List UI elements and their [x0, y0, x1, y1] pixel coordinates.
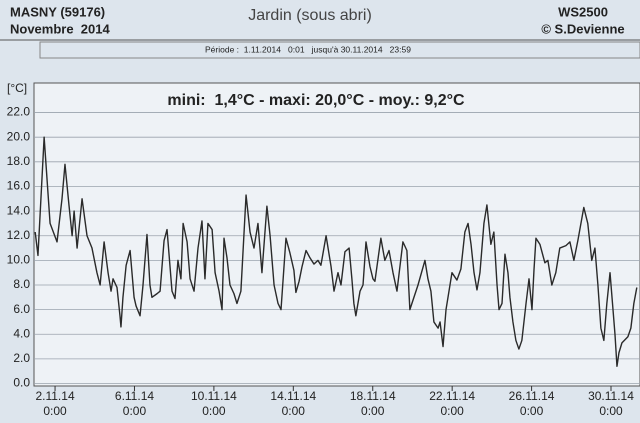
- x-tick-label: 26.11.14 0:00: [508, 389, 555, 418]
- period-box: [39, 41, 640, 59]
- y-tick-label: 22.0: [7, 105, 31, 119]
- month: Novembre 2014: [10, 21, 110, 36]
- plot-area: [33, 82, 640, 387]
- x-tick-label: 6.11.14 0:00: [114, 389, 155, 418]
- y-tick-label: 4.0: [13, 326, 30, 340]
- temperature-line: [34, 136, 638, 367]
- x-tick-label: 14.11.14 0:00: [270, 389, 317, 418]
- chart-subtitle: Période : 1.11.2014 0:01 jusqu'à 30.11.2…: [205, 44, 411, 54]
- y-axis-label: [°C]: [7, 81, 27, 95]
- x-tick-label: 30.11.14 0:00: [588, 389, 634, 418]
- x-tick-label: 18.11.14 0:00: [349, 389, 396, 418]
- annotation: mini: 1,4°C - maxi: 20,0°C - moy.: 9,2°C: [167, 92, 465, 109]
- y-tick-label: 10.0: [7, 253, 31, 267]
- x-tick-label: 2.11.14 0:00: [35, 389, 75, 418]
- chart-title: Jardin (sous abri): [248, 7, 372, 24]
- station: MASNY (59176): [10, 4, 105, 19]
- y-tick-label: 16.0: [7, 179, 31, 193]
- x-tick-label: 10.11.14 0:00: [190, 389, 237, 418]
- x-tick-label: 22.11.14 0:00: [429, 389, 476, 418]
- y-tick-label: 6.0: [13, 302, 30, 316]
- y-tick-label: 20.0: [7, 129, 31, 143]
- device: WS2500: [558, 4, 608, 19]
- y-tick-label: 2.0: [13, 351, 30, 365]
- author: © S.Devienne: [541, 21, 624, 36]
- y-tick-label: 12.0: [7, 228, 31, 242]
- y-tick-label: 18.0: [7, 154, 31, 168]
- y-tick-label: 0.0: [13, 376, 30, 390]
- y-tick-label: 14.0: [7, 203, 31, 217]
- y-tick-label: 8.0: [13, 277, 30, 291]
